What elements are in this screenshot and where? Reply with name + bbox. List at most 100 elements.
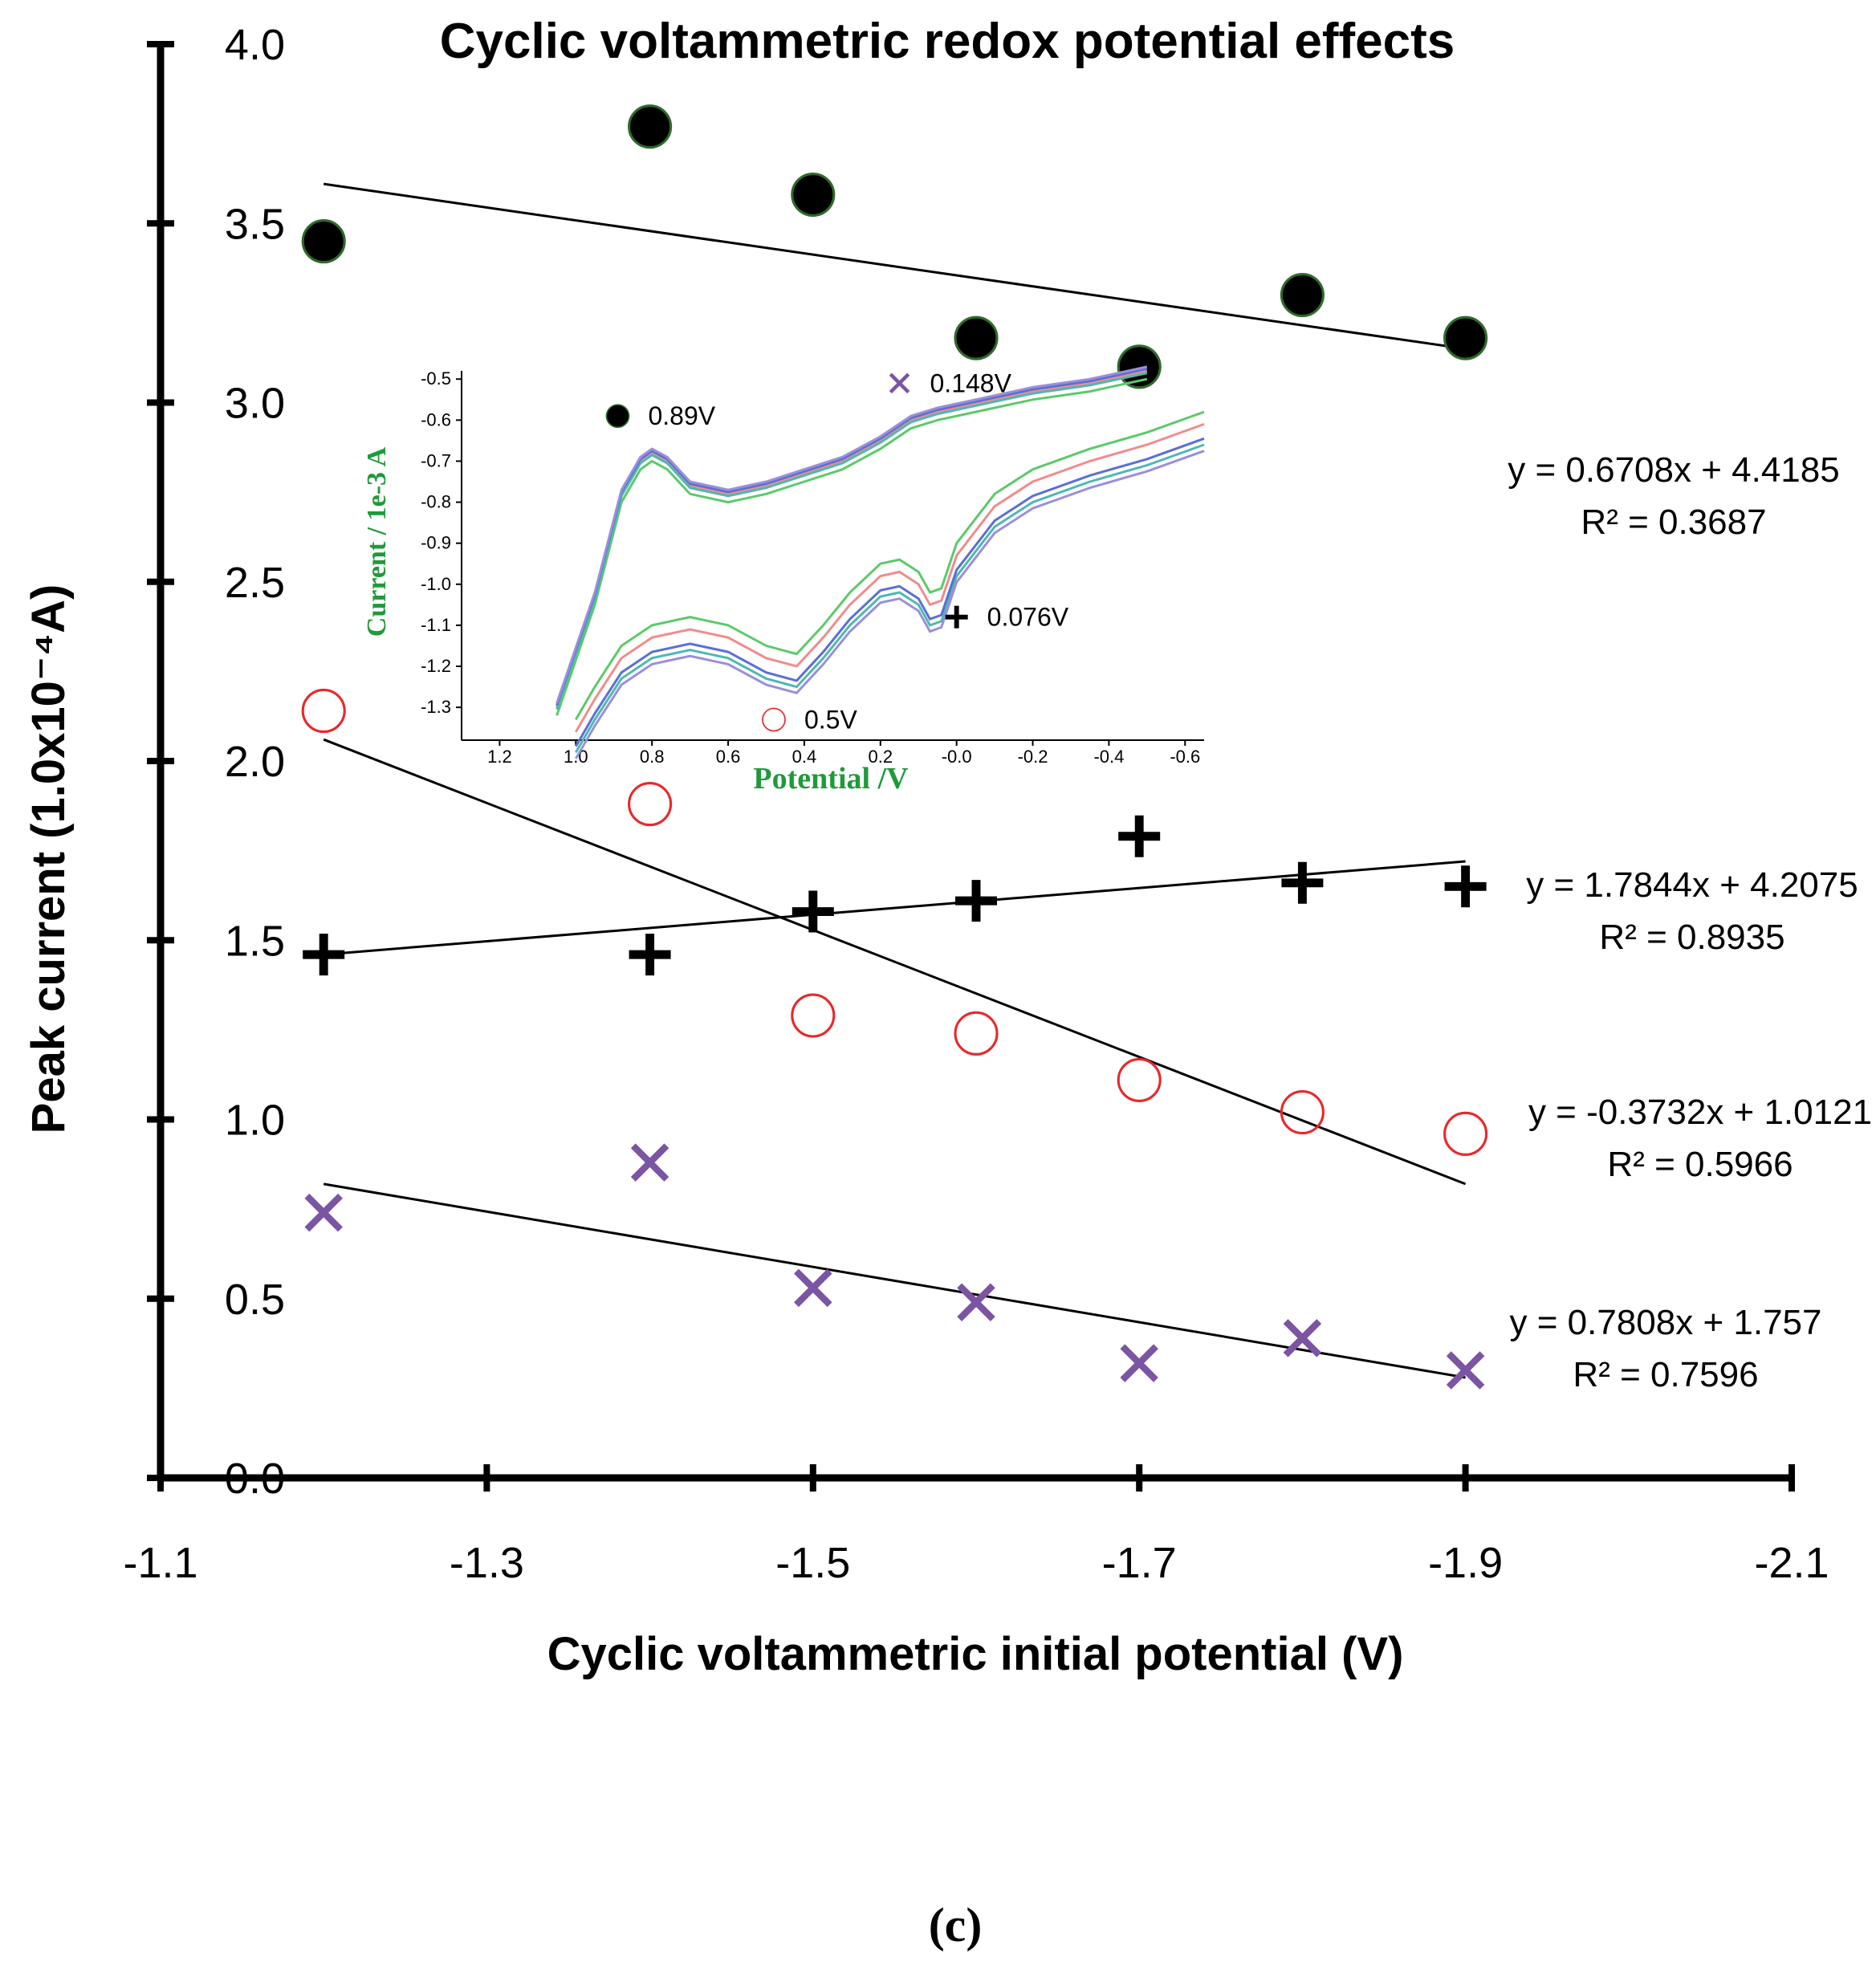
r2-plus: R² = 0.8935 xyxy=(1599,918,1784,957)
inset-y-tick-label: -0.7 xyxy=(421,450,451,470)
x-tick-label: -1.1 xyxy=(123,1539,197,1587)
data-point-open-circle xyxy=(1117,1057,1162,1102)
equation-plus: y = 1.7844x + 4.2075 xyxy=(1526,865,1858,905)
data-point-cross xyxy=(794,1268,832,1308)
inset-x-tick-label: 0.8 xyxy=(640,747,665,767)
y-ticks: 0.0 0.5 1.0 1.5 2.0 2.5 3.0 3.5 4.0 xyxy=(147,21,285,1503)
inset-legend-marker xyxy=(945,605,968,629)
inset-legend-label: 0.148V xyxy=(930,368,1012,397)
inset-curve-lower-blue xyxy=(575,437,1205,747)
inset-curve-upper-blue xyxy=(555,367,1148,706)
x-axis-label: Cyclic voltammetric initial potential (V… xyxy=(547,1628,1404,1680)
y-tick-label: 1.0 xyxy=(225,1097,285,1145)
data-point-plus xyxy=(1118,815,1161,857)
data-point-filled-circle xyxy=(301,219,346,264)
data-point-cross xyxy=(1446,1351,1485,1390)
inset-y-tick-label: -0.8 xyxy=(421,492,451,512)
data-point-cross xyxy=(957,1283,995,1321)
x-tick-label: -1.9 xyxy=(1428,1539,1503,1587)
trend-lines xyxy=(323,182,1467,1379)
x-tick-label: -1.3 xyxy=(450,1539,524,1587)
x-tick-label: -1.7 xyxy=(1102,1539,1177,1587)
data-point-cross xyxy=(1120,1344,1158,1382)
inset-y-tick-label: -1.1 xyxy=(421,615,451,635)
data-points xyxy=(301,104,1488,1390)
data-point-open-circle xyxy=(1443,1111,1488,1156)
inset-y-tick-label: -1.0 xyxy=(421,574,451,594)
inset-y-axis-label: Current / 1e-3 A xyxy=(362,446,392,637)
inset-legend-marker xyxy=(605,404,630,429)
inset-x-axis-label: Potential /V xyxy=(753,762,909,796)
data-point-plus xyxy=(1444,865,1487,908)
inset-curve-upper-teal xyxy=(555,372,1148,710)
inset-y-ticks: -0.5 -0.6 -0.7 -0.8 -0.9 -1.0 -1.1 -1.2 -1.3 xyxy=(421,368,462,717)
equation-open-circle: y = -0.3732x + 1.0121 xyxy=(1528,1093,1872,1132)
inset-x-tick-label: -0.0 xyxy=(942,747,972,767)
inset-curve-upper-green xyxy=(555,377,1148,716)
r2-cross: R² = 0.7596 xyxy=(1573,1355,1758,1394)
trend-line-filled-circle xyxy=(323,182,1466,351)
data-point-cross xyxy=(630,1143,669,1182)
data-point-plus xyxy=(629,934,671,976)
inset-x-tick-label: -0.4 xyxy=(1093,747,1124,767)
inset-curve-lower-red xyxy=(575,422,1205,733)
data-point-open-circle xyxy=(301,688,346,734)
data-point-filled-circle xyxy=(1443,315,1488,360)
data-point-open-circle xyxy=(628,782,673,827)
main-plot: 0.0 0.5 1.0 1.5 2.0 2.5 3.0 3.5 4.0 -1.1 -1.3 -1.5… xyxy=(123,21,1829,1587)
inset-legend-label: 0.5V xyxy=(804,705,857,734)
inset-y-tick-label: -0.6 xyxy=(421,409,451,429)
inset-curve-upper-violet xyxy=(555,365,1148,704)
trend-line-plus xyxy=(324,860,1466,956)
data-point-open-circle xyxy=(791,993,836,1038)
inset-x-tick-label: -0.6 xyxy=(1170,747,1200,767)
trend-line-open-circle xyxy=(323,738,1467,1186)
y-tick-label: 3.0 xyxy=(225,380,285,428)
inset-curve-lower-green xyxy=(575,410,1205,721)
y-tick-label: 4.0 xyxy=(225,21,285,69)
inset-y-tick-label: -0.9 xyxy=(421,533,451,553)
inset-x-tick-label: 1.2 xyxy=(487,747,512,767)
y-tick-label: 2.0 xyxy=(225,738,285,786)
chart-title: Cyclic voltammetric redox potential effe… xyxy=(440,14,1455,69)
trend-line-cross xyxy=(323,1182,1466,1379)
inset-legend-marker xyxy=(889,372,910,394)
data-point-open-circle xyxy=(1280,1090,1325,1135)
y-axis-label: Peak current (1.0x10⁻⁴A) xyxy=(22,584,75,1134)
inset-legend-label: 0.89V xyxy=(648,401,715,430)
equation-filled-circle: y = 0.6708x + 4.4185 xyxy=(1508,450,1839,490)
y-tick-label: 0.0 xyxy=(225,1455,285,1503)
inset-legend-marker xyxy=(762,707,786,732)
inset-curve-lower-teal xyxy=(575,443,1205,754)
data-point-filled-circle xyxy=(1280,272,1325,318)
inset-curves xyxy=(555,365,1205,759)
data-point-open-circle xyxy=(954,1011,999,1056)
inset-y-tick-label: -1.3 xyxy=(421,697,451,717)
data-point-filled-circle xyxy=(628,104,673,149)
inset-legend-label: 0.076V xyxy=(987,603,1069,632)
inset-x-tick-label: 0.2 xyxy=(868,747,893,767)
r2-open-circle: R² = 0.5966 xyxy=(1607,1145,1793,1184)
y-tick-label: 1.5 xyxy=(225,917,285,965)
figure-caption: (c) xyxy=(929,1899,983,1952)
data-point-plus xyxy=(955,880,997,922)
inset-chart: -0.5 -0.6 -0.7 -0.8 -0.9 -1.0 -1.1 -1.2 -1.3 1.2… xyxy=(362,365,1205,796)
equation-cross: y = 0.7808x + 1.757 xyxy=(1510,1303,1822,1342)
inset-x-tick-label: 0.4 xyxy=(792,747,817,767)
data-point-plus xyxy=(792,890,834,933)
y-tick-label: 0.5 xyxy=(225,1276,285,1324)
inset-y-tick-label: -1.2 xyxy=(421,656,451,676)
data-point-cross xyxy=(304,1193,343,1232)
x-tick-label: -1.5 xyxy=(775,1539,850,1587)
inset-x-ticks: 1.2 1.0 0.8 0.6 0.4 0.2 -0.0 -0.2 -0.4 -0.6 xyxy=(487,740,1200,767)
x-tick-label: -2.1 xyxy=(1754,1539,1829,1587)
y-tick-label: 2.5 xyxy=(225,559,285,607)
y-tick-label: 3.5 xyxy=(225,200,285,248)
data-point-plus xyxy=(303,934,345,976)
data-point-plus xyxy=(1281,861,1324,904)
data-point-filled-circle xyxy=(791,172,836,218)
r2-filled-circle: R² = 0.3687 xyxy=(1581,503,1766,542)
inset-y-tick-label: -0.5 xyxy=(421,368,451,389)
data-point-cross xyxy=(1283,1319,1322,1357)
